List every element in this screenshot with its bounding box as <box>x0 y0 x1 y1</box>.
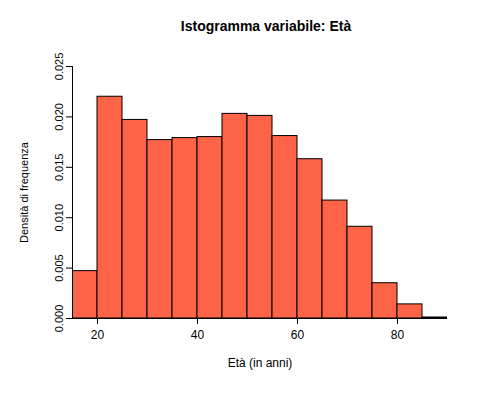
svg-text:Età (in anni): Età (in anni) <box>228 356 293 370</box>
svg-text:40: 40 <box>191 328 205 342</box>
svg-text:0.025: 0.025 <box>53 53 65 81</box>
html-text:Istogramma variabile: Età: Istogramma variabile: Età <box>180 18 352 34</box>
svg-text:0.015: 0.015 <box>53 154 65 182</box>
svg-text:80: 80 <box>391 328 405 342</box>
svg-text:0.000: 0.000 <box>53 305 65 333</box>
svg-text:0.010: 0.010 <box>53 204 65 232</box>
svg-text:20: 20 <box>91 328 105 342</box>
svg-text:0.005: 0.005 <box>53 254 65 282</box>
svg-text:0.020: 0.020 <box>53 103 65 131</box>
svg-text:60: 60 <box>291 328 305 342</box>
svg-text:Densità di frequenza: Densità di frequenza <box>18 141 30 243</box>
